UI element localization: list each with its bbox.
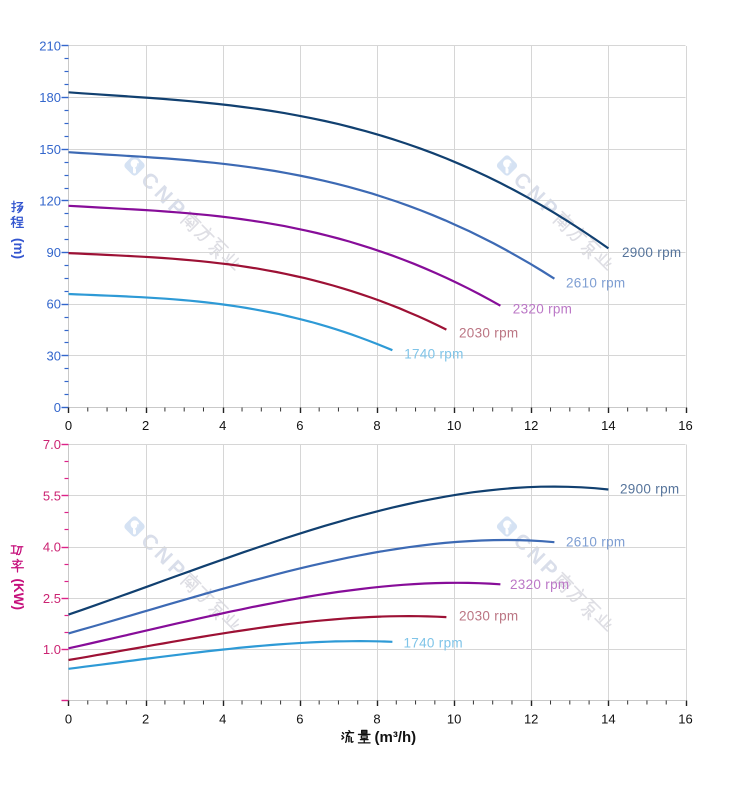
svg-text:120: 120 [39,193,61,208]
svg-text:0: 0 [65,712,72,727]
svg-text:8: 8 [373,712,380,727]
svg-text:1.0: 1.0 [43,642,61,657]
svg-text:10: 10 [447,712,461,727]
svg-text:60: 60 [47,297,61,312]
svg-text:16: 16 [678,418,692,433]
svg-text:2610 rpm: 2610 rpm [566,276,625,291]
svg-text:1740 rpm: 1740 rpm [404,347,463,362]
svg-text:16: 16 [678,712,692,727]
svg-text:4: 4 [219,712,226,727]
svg-text:8: 8 [373,418,380,433]
svg-text:2320 rpm: 2320 rpm [510,577,569,592]
svg-text:2.5: 2.5 [43,591,61,606]
svg-text:10: 10 [447,418,461,433]
svg-text:2030 rpm: 2030 rpm [459,609,518,624]
svg-text:7.0: 7.0 [43,437,61,452]
svg-text:2320 rpm: 2320 rpm [513,302,572,317]
svg-text:90: 90 [47,245,61,260]
svg-text:2900 rpm: 2900 rpm [622,245,681,260]
svg-text:2030 rpm: 2030 rpm [459,325,518,340]
svg-text:4.0: 4.0 [43,540,61,555]
svg-text:6: 6 [296,418,303,433]
svg-text:210: 210 [39,39,61,54]
svg-text:(m³/h): (m³/h) [375,729,417,746]
svg-text:14: 14 [601,712,615,727]
svg-text:(m): (m) [11,238,26,259]
svg-text:1740 rpm: 1740 rpm [404,636,463,651]
svg-text:2: 2 [142,712,149,727]
svg-text:2610 rpm: 2610 rpm [566,535,625,550]
svg-text:12: 12 [524,418,538,433]
svg-text:150: 150 [39,142,61,157]
svg-text:12: 12 [524,712,538,727]
svg-text:30: 30 [47,348,61,363]
svg-text:4: 4 [219,418,226,433]
svg-text:180: 180 [39,90,61,105]
svg-text:(KW): (KW) [11,579,26,610]
svg-text:0: 0 [54,400,61,415]
svg-text:14: 14 [601,418,615,433]
svg-text:2900 rpm: 2900 rpm [620,482,679,497]
svg-text:2: 2 [142,418,149,433]
svg-text:5.5: 5.5 [43,488,61,503]
svg-text:6: 6 [296,712,303,727]
svg-text:0: 0 [65,418,72,433]
